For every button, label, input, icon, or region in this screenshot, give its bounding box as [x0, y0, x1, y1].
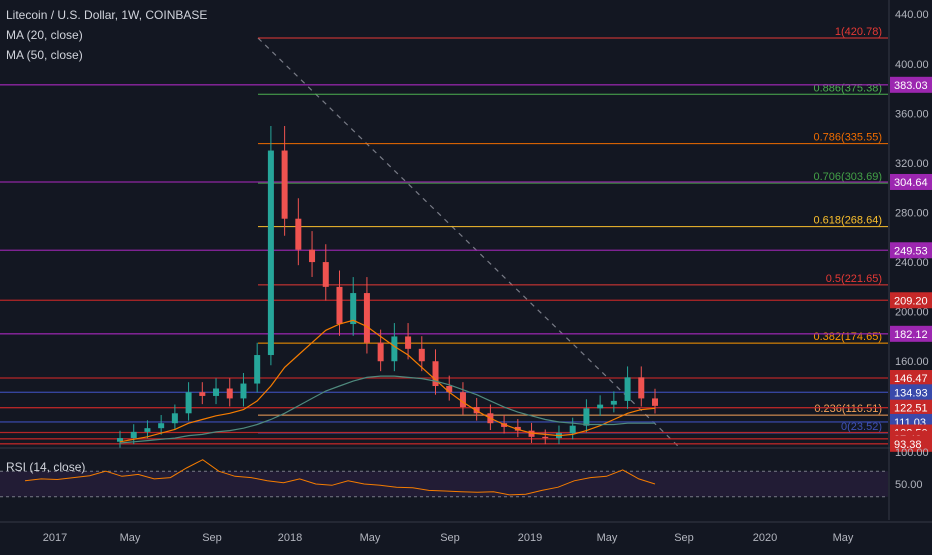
candle-body: [171, 413, 178, 424]
fib-level-label: 0.886(375.38): [814, 82, 883, 94]
fib-level-label: 0.5(221.65): [826, 273, 882, 285]
price-level-badge: [890, 384, 932, 401]
fib-level-label: 0(23.52): [841, 421, 882, 433]
price-level-badge-label: 383.03: [894, 80, 928, 92]
price-level-badge: [890, 242, 932, 259]
rsi-tick-label: 50.00: [895, 479, 923, 491]
x-tick-label: Sep: [440, 532, 460, 544]
price-level-badge-label: 182.12: [894, 329, 928, 341]
candle-body: [185, 392, 192, 414]
x-tick-label: May: [833, 532, 854, 544]
candle-body: [377, 342, 384, 362]
price-level-badge-label: 209.20: [894, 295, 928, 307]
candle-body: [652, 398, 658, 406]
fib-level-label: 0.382(174.65): [814, 331, 883, 343]
candle-body: [144, 428, 151, 432]
candle-body: [350, 293, 357, 325]
price-level-badge-label: 122.51: [894, 403, 928, 415]
ma50-line: [119, 375, 655, 444]
price-level-badge-label: 134.93: [894, 387, 928, 399]
fib-level-label: 1(420.78): [835, 26, 882, 38]
x-tick-label: Sep: [674, 532, 694, 544]
candle-body: [336, 286, 343, 325]
rsi-tick-label: 100.00: [895, 447, 929, 459]
candle-body: [309, 249, 316, 263]
candle-body: [199, 392, 206, 396]
y-tick-label: 200.00: [895, 307, 929, 319]
fib-level-label: 0.786(335.55): [814, 132, 883, 144]
x-tick-label: May: [597, 532, 618, 544]
x-tick-label: 2019: [518, 532, 542, 544]
candle-body: [418, 348, 425, 362]
candle-body: [322, 262, 329, 287]
price-level-badge: [890, 76, 932, 93]
ma20-legend[interactable]: MA (20, close): [6, 28, 83, 42]
candle-body: [638, 377, 645, 399]
candle-body: [267, 150, 274, 356]
rsi-line: [24, 459, 656, 496]
price-level-badge-label: 93.38: [894, 439, 922, 451]
candle-body: [117, 438, 123, 442]
candle-body: [528, 430, 535, 437]
y-tick-label: 400.00: [895, 59, 929, 71]
candle-body: [295, 218, 302, 250]
price-level-badge: [890, 435, 932, 452]
candle-body: [213, 388, 220, 396]
candle-body: [281, 150, 288, 219]
rsi-legend[interactable]: RSI (14, close): [6, 460, 86, 474]
candle-body: [158, 423, 165, 429]
y-tick-label: 360.00: [895, 108, 929, 120]
price-level-badge: [890, 399, 932, 416]
price-level-badge: [890, 370, 932, 387]
candle-body: [542, 436, 549, 439]
fib-trend-line: [257, 37, 681, 449]
price-level-badge: [890, 325, 932, 342]
ma50-legend[interactable]: MA (50, close): [6, 48, 83, 62]
candle-body: [405, 336, 412, 349]
y-tick-label: 160.00: [895, 356, 929, 368]
candle-body: [583, 408, 590, 426]
x-tick-label: May: [360, 532, 381, 544]
y-tick-label: 280.00: [895, 208, 929, 220]
candle-body: [624, 377, 631, 401]
x-tick-label: 2017: [43, 532, 67, 544]
y-tick-label: 440.00: [895, 9, 929, 21]
candle-body: [446, 386, 453, 393]
fib-level-label: 0.618(268.64): [814, 215, 883, 227]
ma20-line: [119, 319, 656, 443]
candle-body: [363, 293, 370, 343]
candle-body: [226, 388, 233, 399]
y-tick-label: 320.00: [895, 158, 929, 170]
candle-body: [459, 392, 466, 408]
candle-body: [432, 361, 439, 387]
price-level-badge: [890, 173, 932, 190]
x-tick-label: Sep: [202, 532, 222, 544]
candle-body: [391, 336, 398, 362]
candle-body: [240, 383, 247, 399]
x-tick-label: 2020: [753, 532, 777, 544]
price-level-badge-label: 249.53: [894, 245, 928, 257]
y-tick-label: 240.00: [895, 257, 929, 269]
fib-level-label: 0.706(303.69): [814, 171, 883, 183]
rsi-band: [0, 471, 888, 497]
price-level-badge-label: 146.47: [894, 373, 928, 385]
candle-body: [254, 355, 261, 384]
fib-level-label: 0.236(116.51): [814, 403, 882, 415]
price-level-badge: [890, 292, 932, 309]
price-level-badge-label: 304.64: [894, 177, 928, 189]
candle-body: [569, 425, 576, 434]
x-tick-label: May: [120, 532, 141, 544]
x-tick-label: 2018: [278, 532, 302, 544]
chart-title: Litecoin / U.S. Dollar, 1W, COINBASE: [6, 8, 208, 22]
candle-body: [130, 431, 137, 439]
candle-body: [597, 404, 604, 409]
candle-body: [610, 400, 617, 405]
